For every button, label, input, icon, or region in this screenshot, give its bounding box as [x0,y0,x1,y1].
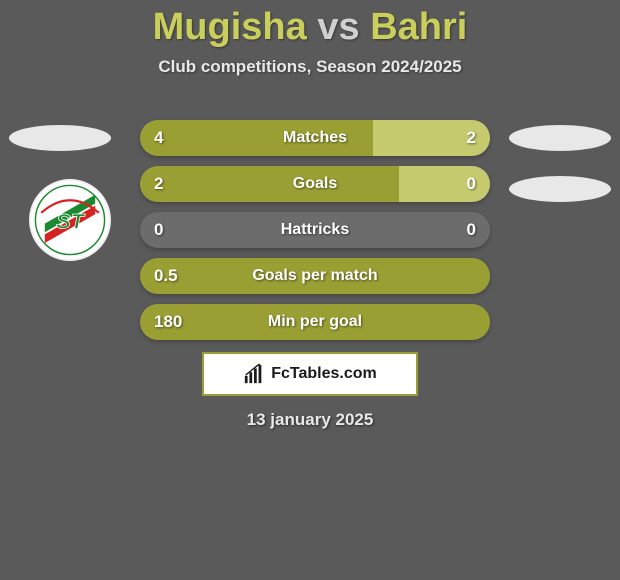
stats-bars: Matches42Goals20Hattricks00Goals per mat… [140,120,490,350]
club-logo-svg: ST [34,184,106,256]
vs-text: vs [317,6,359,48]
stat-row: Min per goal180 [140,304,490,340]
stat-value-right: 2 [467,120,476,156]
stat-label: Goals [140,166,490,202]
brand-text: FcTables.com [271,365,377,383]
stat-value-right: 0 [467,212,476,248]
club-logo: ST [29,179,111,261]
stat-label: Matches [140,120,490,156]
stat-value-left: 0.5 [154,258,178,294]
page-title: Mugisha vs Bahri [0,0,620,49]
chart-icon [243,363,265,385]
right-ellipse-2 [509,176,611,202]
left-ellipse-1 [9,125,111,151]
player2-name: Bahri [370,6,467,48]
stat-label: Hattricks [140,212,490,248]
stat-value-left: 0 [154,212,163,248]
stat-label: Min per goal [140,304,490,340]
svg-text:ST: ST [56,209,85,234]
stat-row: Matches4 2 [140,120,490,156]
stat-value-left: 4 [154,120,163,156]
brand-box[interactable]: FcTables.com [202,352,418,396]
date-text: 13 january 2025 [0,410,620,430]
stat-value-right: 0 [467,166,476,202]
stat-value-left: 2 [154,166,163,202]
right-ellipse-1 [509,125,611,151]
stat-label: Goals per match [140,258,490,294]
stat-row: Goals per match0.5 [140,258,490,294]
subtitle: Club competitions, Season 2024/2025 [0,57,620,77]
stat-row: Goals2 0 [140,166,490,202]
player1-name: Mugisha [153,6,307,48]
stat-value-left: 180 [154,304,182,340]
stat-row: Hattricks0 0 [140,212,490,248]
